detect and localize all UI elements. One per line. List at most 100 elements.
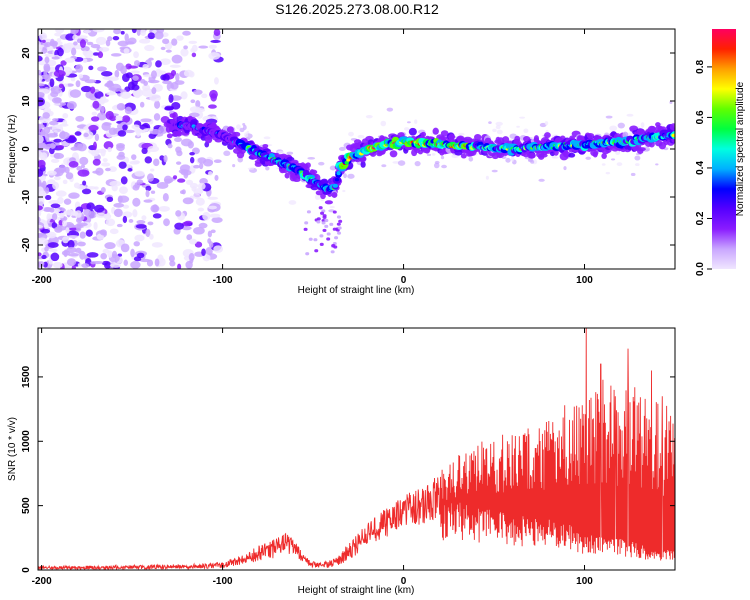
spectrogram-cell: [141, 87, 154, 97]
spectrogram-cell: [468, 156, 474, 162]
spectrogram-y-label: Frequency (Hz): [7, 115, 18, 184]
spectrogram-cell: [414, 119, 418, 124]
spectrogram-cell: [152, 204, 159, 213]
spectrogram-cell: [128, 65, 139, 69]
spectrogram-cell: [197, 207, 205, 212]
spectrogram-cell: [232, 131, 241, 137]
spectrogram-cell: [630, 172, 636, 177]
spectrogram-cell: [142, 64, 149, 69]
spectrogram-cell: [77, 169, 90, 177]
spectrogram-cell: [617, 122, 625, 129]
y-tick-label: 1500: [21, 365, 32, 388]
spectrogram-cell: [68, 161, 79, 168]
spectrogram-cell: [168, 93, 174, 103]
spectrogram-cell: [175, 130, 182, 137]
spectrogram-cell: [316, 217, 321, 221]
spectrogram-cell: [208, 44, 217, 49]
spectrogram-cell: [213, 29, 221, 37]
spectrogram-cell: [585, 156, 592, 160]
spectrogram-cell: [118, 161, 127, 169]
spectrogram-cell: [188, 238, 197, 245]
spectrogram-cell: [164, 106, 174, 111]
spectrogram-cell: [194, 107, 206, 113]
spectrogram-cell: [182, 30, 191, 36]
spectrogram-cell: [143, 199, 153, 203]
spectrogram-cell: [208, 241, 214, 248]
spectrogram-cell: [180, 138, 193, 147]
snr-panel: -200 -100 0 100 0 500 1000 1500 Height of stra…: [7, 327, 676, 596]
spectrogram-cell: [144, 44, 155, 52]
spectrogram-cell: [62, 220, 68, 227]
spectrogram-cell: [634, 163, 640, 167]
spectrogram-cell: [38, 197, 45, 206]
spectrogram-cell: [169, 260, 176, 267]
spectrogram-cell: [191, 44, 198, 53]
spectrogram-cell: [150, 70, 157, 79]
spectrogram-cell: [426, 153, 432, 157]
spectrogram-cell: [303, 227, 308, 231]
spectrogram-cell: [236, 124, 241, 130]
spectrogram-cell: [307, 157, 316, 160]
spectrogram-cell: [52, 181, 60, 190]
spectrogram-cell: [197, 182, 206, 190]
spectrogram-cell: [288, 200, 297, 205]
spectrogram-cell: [193, 188, 204, 195]
spectrogram-cell: [209, 213, 221, 218]
spectrogram-cell: [162, 192, 169, 202]
spectrogram-cell: [156, 29, 165, 34]
spectrogram-cell: [440, 130, 449, 137]
spectrogram-cell: [109, 180, 122, 187]
spectrogram-cell: [321, 218, 326, 223]
spectrogram-cell: [159, 155, 165, 161]
spectrogram-cell: [51, 56, 60, 60]
spectrogram-cell: [38, 237, 48, 246]
spectrogram-cell: [160, 74, 167, 81]
spectrogram-cell: [174, 137, 182, 143]
spectrogram-cell: [40, 228, 51, 234]
spectrogram-cell: [158, 205, 170, 212]
spectrogram-cell: [72, 34, 79, 41]
spectrogram-cell: [100, 148, 106, 157]
spectrogram-cell: [120, 243, 130, 253]
spectrogram-cell: [319, 242, 324, 246]
spectrogram-cell: [329, 206, 336, 209]
spectrogram-cell: [104, 82, 115, 87]
spectrogram-cell: [136, 128, 141, 137]
spectrogram-cell: [173, 175, 178, 180]
spectrogram-cell: [97, 51, 104, 59]
spectrogram-cell: [168, 254, 175, 263]
spectrogram-cell: [38, 252, 42, 257]
spectrogram-cell: [163, 218, 170, 227]
spectrogram-cell: [153, 158, 160, 167]
colorbar-tick-label: 0.6: [695, 110, 706, 124]
spectrogram-cell: [322, 215, 327, 219]
spectrogram-cell: [563, 166, 567, 171]
spectrogram-cell: [79, 39, 86, 48]
spectrogram-cell: [201, 93, 208, 99]
spectrogram-cell: [116, 154, 126, 160]
spectrogram-cell: [82, 58, 88, 64]
spectrogram-cell: [101, 122, 111, 131]
spectrogram-cell: [331, 243, 336, 248]
spectrogram-cell: [360, 161, 366, 168]
x-tick-label: -100: [213, 576, 233, 587]
spectrogram-cell: [286, 151, 294, 155]
spectrogram-cell: [310, 169, 318, 175]
spectrogram-cell: [150, 190, 156, 194]
spectrogram-cell: [180, 48, 189, 57]
spectrogram-cell: [38, 48, 42, 55]
spectrogram-cell: [88, 65, 94, 71]
spectrogram-cell: [167, 143, 173, 149]
spectrogram-cell: [51, 97, 62, 104]
spectrogram-cell: [104, 262, 112, 269]
spectrogram-cell: [83, 29, 91, 34]
spectrogram-cell: [381, 164, 387, 168]
spectrogram-cell: [132, 197, 141, 207]
spectrogram-cell: [46, 133, 59, 138]
spectrogram-cell: [50, 86, 62, 95]
spectrogram-cell: [432, 127, 439, 135]
spectrogram-cell: [189, 182, 199, 189]
spectrogram-cell: [76, 35, 88, 39]
spectrogram-cell: [171, 54, 183, 64]
